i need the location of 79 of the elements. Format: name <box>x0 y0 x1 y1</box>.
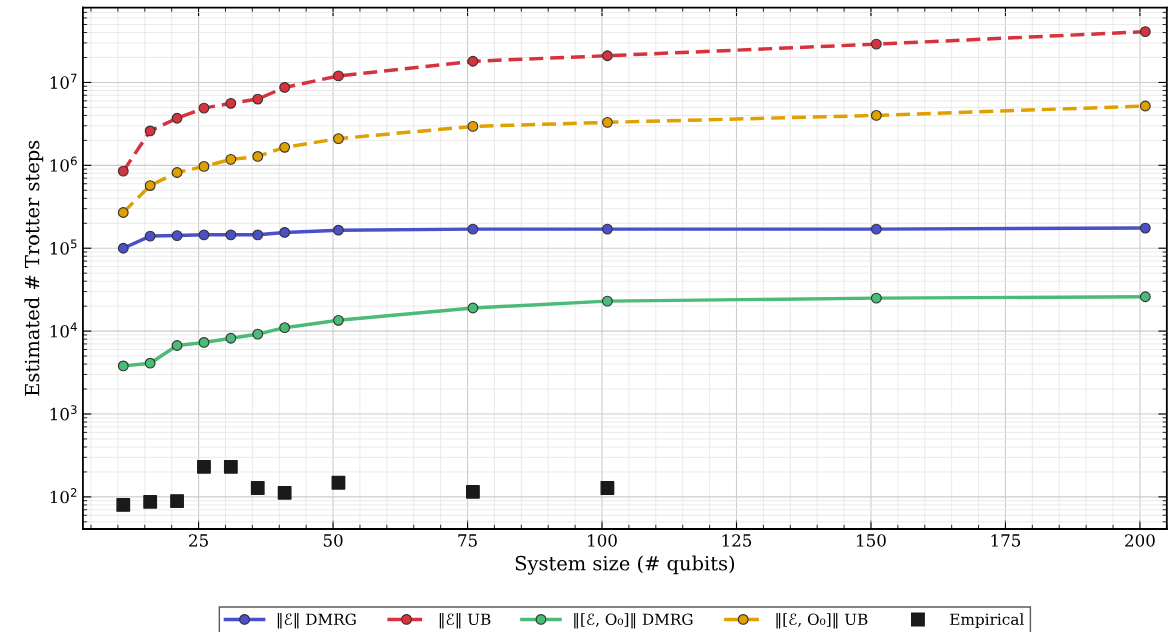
point <box>331 475 346 490</box>
y-tick-label: 10$^{6}$ <box>50 156 77 172</box>
y-tick-label: 10$^{3}$ <box>50 405 77 421</box>
point <box>252 93 264 105</box>
y-tick-label: 10$^{7}$ <box>50 73 77 89</box>
point <box>466 484 480 499</box>
point <box>144 357 156 369</box>
point <box>252 229 264 241</box>
y-tick-label: 10$^{4}$ <box>50 322 77 338</box>
point <box>467 302 479 314</box>
point <box>171 167 183 178</box>
point <box>333 224 344 236</box>
point <box>225 97 237 109</box>
point <box>279 227 291 238</box>
legend-label: ‖[ℰ, O₀]‖ DMRG <box>574 613 693 629</box>
x-tick-label: 150 <box>857 534 886 547</box>
point <box>601 295 613 307</box>
point <box>117 165 129 177</box>
point <box>223 459 238 474</box>
y-tick-label: 10$^{5}$ <box>50 239 77 255</box>
point <box>117 242 129 254</box>
point <box>225 229 237 241</box>
x-axis-title: System size (# qubits) <box>515 555 735 575</box>
point <box>467 120 479 132</box>
x-tick-label: 75 <box>458 534 477 547</box>
x-tick-label: 100 <box>588 534 617 547</box>
legend-label: Empirical <box>950 613 1024 628</box>
point <box>467 223 479 235</box>
point <box>170 494 184 508</box>
point <box>117 207 129 218</box>
point <box>1139 222 1151 234</box>
point <box>198 161 210 172</box>
point <box>171 340 183 351</box>
point <box>198 337 210 348</box>
point <box>225 332 237 344</box>
point <box>117 360 129 372</box>
point <box>601 223 613 235</box>
point <box>144 180 156 191</box>
point <box>870 292 882 304</box>
point <box>279 141 291 153</box>
point <box>143 494 158 509</box>
x-tick-label: 25 <box>189 534 208 547</box>
point <box>333 70 344 82</box>
x-tick-label: 175 <box>991 534 1021 547</box>
point <box>144 125 156 137</box>
legend-label: ‖ℰ‖ DMRG <box>277 613 356 629</box>
point <box>1139 26 1151 38</box>
legend-label: ‖[ℰ, O₀]‖ UB <box>776 613 868 629</box>
x-tick-label: 50 <box>323 534 343 547</box>
point <box>600 481 615 495</box>
point <box>198 229 210 241</box>
point <box>116 498 131 512</box>
x-tick-label: 200 <box>1125 534 1155 547</box>
point <box>250 481 265 495</box>
point <box>279 82 291 93</box>
point <box>252 151 264 162</box>
point <box>197 459 211 474</box>
point <box>870 223 882 235</box>
point <box>601 50 613 62</box>
point <box>467 55 479 67</box>
point <box>1139 100 1151 112</box>
x-tick-label: 125 <box>722 534 752 547</box>
y-axis-title: Estimated # Trotter steps <box>24 140 44 396</box>
point <box>333 314 344 326</box>
legend-label: ‖ℰ‖ UB <box>439 613 491 629</box>
point <box>279 322 291 334</box>
point <box>333 133 344 145</box>
point <box>601 116 613 128</box>
point <box>277 485 292 500</box>
point <box>171 230 183 242</box>
point <box>252 328 264 340</box>
point <box>144 230 156 242</box>
point <box>225 153 237 165</box>
point <box>870 110 882 121</box>
point <box>1139 291 1151 303</box>
point <box>198 102 210 114</box>
y-tick-label: 10$^{2}$ <box>50 488 77 504</box>
point <box>870 38 882 50</box>
point <box>171 112 183 124</box>
